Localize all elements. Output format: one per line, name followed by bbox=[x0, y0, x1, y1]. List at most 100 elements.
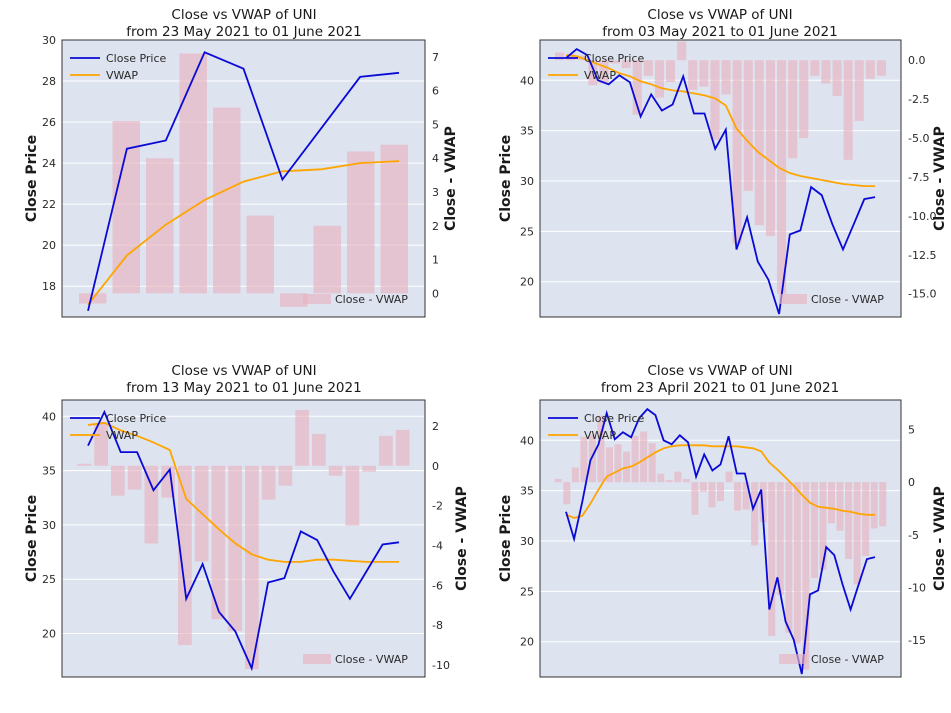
bar-close-minus-vwap bbox=[734, 482, 742, 511]
bar-close-minus-vwap bbox=[665, 480, 673, 483]
bar-close-minus-vwap bbox=[313, 225, 341, 294]
bar-close-minus-vwap bbox=[799, 60, 809, 139]
bar-close-minus-vwap bbox=[819, 482, 827, 570]
bar-close-minus-vwap bbox=[395, 429, 410, 466]
y2-tick-label: -7.5 bbox=[908, 171, 929, 184]
legend-vwap-label: VWAP bbox=[584, 69, 616, 82]
bar-close-minus-vwap bbox=[580, 436, 588, 483]
vwap-line bbox=[87, 421, 399, 563]
bar-close-minus-vwap bbox=[721, 60, 731, 95]
bar-close-minus-vwap bbox=[699, 60, 709, 87]
legend-bar-swatch bbox=[779, 654, 807, 664]
close-price-line bbox=[87, 51, 400, 312]
bar-close-minus-vwap bbox=[845, 482, 853, 560]
y2-tick-label: 5 bbox=[432, 118, 439, 131]
bar-close-minus-vwap bbox=[776, 60, 787, 294]
bar-close-minus-vwap bbox=[178, 465, 192, 646]
bar-close-minus-vwap bbox=[865, 60, 875, 79]
chart-subtitle: from 03 May 2021 to 01 June 2021 bbox=[602, 24, 837, 40]
bar-close-minus-vwap bbox=[621, 60, 631, 69]
y-tick-label: 35 bbox=[520, 125, 534, 138]
bar-close-minus-vwap bbox=[588, 60, 598, 86]
bar-close-minus-vwap bbox=[708, 482, 716, 508]
bar-close-minus-vwap bbox=[631, 435, 639, 483]
y-tick-label: 30 bbox=[42, 34, 56, 47]
legend-bar-swatch bbox=[303, 294, 331, 304]
bar-close-minus-vwap bbox=[246, 215, 274, 294]
y-tick-label: 20 bbox=[520, 636, 534, 649]
bar-close-minus-vwap bbox=[127, 465, 142, 490]
y-axis-label: Close Price bbox=[24, 495, 40, 582]
chart-subtitle: from 13 May 2021 to 01 June 2021 bbox=[126, 380, 361, 396]
bar-close-minus-vwap bbox=[278, 465, 293, 486]
bar-close-minus-vwap bbox=[610, 60, 620, 64]
legend-bar-label: Close - VWAP bbox=[335, 293, 408, 306]
bar-close-minus-vwap bbox=[245, 465, 259, 670]
y2-tick-label: -4 bbox=[432, 539, 443, 552]
y-axis-label: Close Price bbox=[498, 135, 514, 222]
plot-area bbox=[62, 400, 425, 677]
y2-tick-label: 7 bbox=[432, 51, 439, 64]
legend-close-label: Close Price bbox=[584, 412, 645, 425]
bar-close-minus-vwap bbox=[754, 60, 764, 226]
y-tick-label: 22 bbox=[42, 198, 56, 211]
bar-close-minus-vwap bbox=[563, 482, 571, 505]
bar-close-minus-vwap bbox=[732, 60, 742, 244]
bar-close-minus-vwap bbox=[876, 60, 887, 76]
legend-close-label: Close Price bbox=[106, 52, 167, 65]
y2-tick-label: -12.5 bbox=[908, 249, 936, 262]
bar-close-minus-vwap bbox=[759, 482, 767, 523]
bar-close-minus-vwap bbox=[632, 60, 642, 115]
y-tick-label: 35 bbox=[520, 485, 534, 498]
y-tick-label: 20 bbox=[42, 628, 56, 641]
bar-close-minus-vwap bbox=[765, 60, 776, 237]
bar-close-minus-vwap bbox=[144, 465, 159, 544]
bar-close-minus-vwap bbox=[743, 60, 753, 191]
bar-close-minus-vwap bbox=[605, 447, 614, 483]
bar-close-minus-vwap bbox=[832, 60, 842, 97]
y-tick-label: 28 bbox=[42, 75, 56, 88]
y2-tick-label: -5.0 bbox=[908, 132, 929, 145]
bar-close-minus-vwap bbox=[211, 465, 226, 620]
bar-close-minus-vwap bbox=[699, 482, 707, 492]
y2-tick-label: -10.0 bbox=[908, 210, 936, 223]
vwap-line bbox=[565, 444, 875, 519]
y2-tick-label: -15.0 bbox=[908, 288, 936, 301]
bar-close-minus-vwap bbox=[677, 41, 687, 61]
bar-close-minus-vwap bbox=[665, 60, 676, 83]
bar-close-minus-vwap bbox=[597, 415, 605, 483]
bar-close-minus-vwap bbox=[853, 482, 861, 585]
y2-axis-label: Close - VWAP bbox=[932, 126, 948, 231]
legend-vwap-label: VWAP bbox=[584, 429, 616, 442]
y2-axis-label: Close - VWAP bbox=[443, 126, 459, 231]
bar-close-minus-vwap bbox=[870, 482, 878, 529]
y-tick-label: 18 bbox=[42, 280, 56, 293]
y2-tick-label: 2 bbox=[432, 220, 439, 233]
chart-panel-4: 20 25 30 35 40 5 0 -5 -10 -15 Close vs VWAP of UNI… bbox=[498, 363, 948, 678]
y-tick-label: 30 bbox=[520, 535, 534, 548]
y2-tick-label: -5 bbox=[908, 529, 919, 542]
bar-close-minus-vwap bbox=[571, 467, 579, 483]
chart-panel-2: 20 25 30 35 40 0.0 -2.5 -5.0 -7.5 -10.0 -12.5 -15.0… bbox=[498, 7, 948, 318]
legend-close-label: Close Price bbox=[584, 52, 645, 65]
close-price-line bbox=[87, 409, 400, 672]
bar-close-minus-vwap bbox=[379, 435, 393, 466]
y-tick-label: 24 bbox=[42, 157, 56, 170]
y2-tick-label: -10 bbox=[432, 659, 450, 672]
vwap-line bbox=[87, 160, 400, 306]
bar-close-minus-vwap bbox=[643, 60, 653, 76]
bar-close-minus-vwap bbox=[280, 293, 308, 307]
y-tick-label: 40 bbox=[520, 74, 534, 87]
bar-close-minus-vwap bbox=[785, 482, 793, 633]
plot-frame bbox=[61, 399, 426, 678]
y-tick-label: 20 bbox=[42, 239, 56, 252]
y-tick-label: 25 bbox=[520, 225, 534, 238]
bar-close-minus-vwap bbox=[328, 465, 343, 476]
bar-close-minus-vwap bbox=[854, 60, 864, 121]
chart-title: Close vs VWAP of UNI bbox=[171, 7, 316, 23]
vwap-line bbox=[565, 54, 875, 187]
bar-close-minus-vwap bbox=[725, 471, 733, 483]
bar-close-minus-vwap bbox=[213, 107, 241, 294]
y-tick-label: 35 bbox=[42, 465, 56, 478]
legend-bar-swatch bbox=[303, 654, 331, 664]
